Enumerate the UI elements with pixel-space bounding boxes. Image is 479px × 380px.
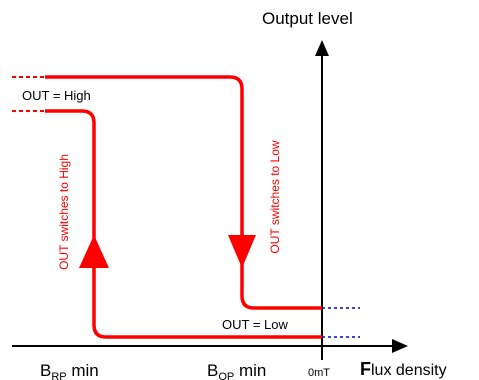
- x-axis-arrowhead: [392, 339, 408, 353]
- up-arrow: [79, 235, 109, 268]
- out-low-label: OUT = Low: [222, 317, 288, 332]
- y-axis-arrowhead: [315, 40, 329, 56]
- switch-low-label: OUT switches to Low: [268, 140, 282, 253]
- high-to-low-curve: [45, 75, 322, 310]
- y-axis-label: Output level: [262, 9, 353, 28]
- down-arrow: [228, 235, 256, 268]
- bop-base: B: [207, 361, 218, 380]
- brp-sub: RP: [51, 371, 66, 380]
- brp-base: B: [40, 361, 51, 380]
- x-axis-label: Flux density: [360, 359, 447, 379]
- bop-label: BOP min: [207, 361, 266, 380]
- out-high-label: OUT = High: [22, 88, 91, 103]
- bop-tail: min: [234, 361, 266, 380]
- brp-tail: min: [67, 361, 99, 380]
- low-to-high-curve: [45, 109, 322, 339]
- x-axis-label-lead: F: [360, 359, 371, 379]
- zero-label: 0mT: [308, 367, 330, 379]
- brp-label: BRP min: [40, 361, 99, 380]
- x-axis-label-rest: lux density: [371, 362, 447, 379]
- switch-high-label: OUT switches to High: [57, 154, 71, 270]
- bop-sub: OP: [218, 371, 234, 380]
